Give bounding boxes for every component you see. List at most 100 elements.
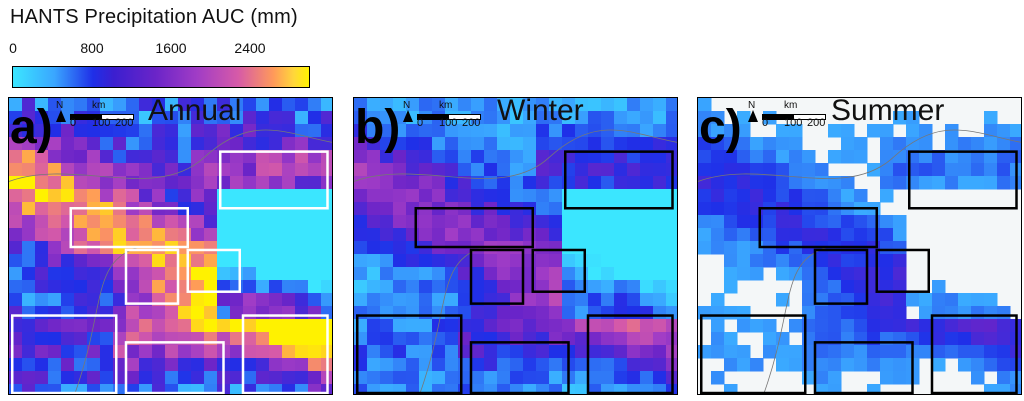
raster-cell xyxy=(549,267,563,281)
raster-cell xyxy=(74,267,88,281)
raster-cell xyxy=(575,319,589,333)
raster-cell xyxy=(282,163,296,177)
raster-cell xyxy=(269,111,283,125)
raster-cell xyxy=(256,293,270,307)
raster-cell xyxy=(536,306,550,320)
raster-cell xyxy=(139,189,153,203)
scale-tick-100: 100 xyxy=(784,117,803,129)
raster-cell xyxy=(35,202,49,216)
raster-cell xyxy=(1010,124,1021,138)
raster-cell xyxy=(191,241,205,255)
raster-cell xyxy=(471,124,485,138)
raster-cell xyxy=(510,384,524,394)
raster-cell xyxy=(48,150,62,164)
raster-cell xyxy=(204,306,218,320)
raster-cell xyxy=(497,228,511,242)
raster-cell xyxy=(48,319,62,333)
raster-cell xyxy=(367,215,381,229)
raster-cell xyxy=(789,150,803,164)
raster-cell xyxy=(419,176,433,190)
raster-cell xyxy=(737,163,751,177)
raster-cell xyxy=(958,332,972,346)
raster-cell xyxy=(536,319,550,333)
raster-cell xyxy=(549,241,563,255)
raster-cell xyxy=(419,293,433,307)
raster-cell xyxy=(354,111,368,125)
raster-cell xyxy=(152,98,166,112)
raster-cell xyxy=(393,176,407,190)
raster-cell xyxy=(432,150,446,164)
raster-cell xyxy=(932,293,946,307)
raster-cell xyxy=(737,319,751,333)
raster-cell xyxy=(380,241,394,255)
raster-cell xyxy=(588,176,602,190)
raster-cell xyxy=(308,384,322,394)
raster-cell xyxy=(984,384,998,394)
raster-cell xyxy=(828,124,842,138)
raster-cell xyxy=(87,137,101,151)
raster-cell xyxy=(945,332,959,346)
raster-cell xyxy=(471,215,485,229)
raster-cell xyxy=(971,371,985,385)
raster-cell xyxy=(48,345,62,359)
raster-cell xyxy=(256,254,270,268)
raster-cell xyxy=(230,267,244,281)
raster-cell xyxy=(841,306,855,320)
raster-cell xyxy=(204,358,218,372)
raster-cell xyxy=(87,176,101,190)
raster-cell xyxy=(126,371,140,385)
raster-cell xyxy=(295,384,309,394)
raster-cell xyxy=(87,306,101,320)
raster-cell xyxy=(724,202,738,216)
raster-cell xyxy=(282,267,296,281)
raster-cell xyxy=(126,267,140,281)
region-box xyxy=(908,150,1018,210)
raster-cell xyxy=(588,267,602,281)
raster-cell xyxy=(35,98,49,112)
raster-cell xyxy=(575,254,589,268)
raster-cell xyxy=(48,124,62,138)
raster-cell xyxy=(393,98,407,112)
raster-cell xyxy=(971,345,985,359)
raster-cell xyxy=(588,215,602,229)
raster-cell xyxy=(165,189,179,203)
raster-cell xyxy=(308,228,322,242)
raster-cell xyxy=(191,293,205,307)
raster-cell xyxy=(958,345,972,359)
raster-cell xyxy=(35,215,49,229)
raster-cell xyxy=(815,267,829,281)
raster-cell xyxy=(282,137,296,151)
raster-cell xyxy=(575,384,589,394)
raster-cell xyxy=(919,332,933,346)
raster-cell xyxy=(588,137,602,151)
raster-cell xyxy=(497,384,511,394)
raster-cell xyxy=(893,176,907,190)
raster-cell xyxy=(191,150,205,164)
raster-cell xyxy=(971,163,985,177)
raster-cell xyxy=(640,371,654,385)
raster-cell xyxy=(217,228,231,242)
raster-cell xyxy=(984,358,998,372)
raster-cell xyxy=(419,124,433,138)
raster-cell xyxy=(419,254,433,268)
raster-cell xyxy=(282,371,296,385)
raster-cell xyxy=(653,241,667,255)
raster-cell xyxy=(308,345,322,359)
raster-cell xyxy=(295,228,309,242)
raster-cell xyxy=(854,254,868,268)
raster-cell xyxy=(841,319,855,333)
raster-cell xyxy=(35,124,49,138)
raster-cell xyxy=(471,267,485,281)
raster-cell xyxy=(126,306,140,320)
raster-cell xyxy=(698,189,712,203)
raster-cell xyxy=(497,267,511,281)
raster-cell xyxy=(393,319,407,333)
raster-cell xyxy=(789,176,803,190)
raster-cell xyxy=(22,319,36,333)
raster-cell xyxy=(627,150,641,164)
raster-cell xyxy=(282,319,296,333)
raster-cell xyxy=(789,215,803,229)
raster-cell xyxy=(601,189,615,203)
raster-cell xyxy=(165,345,179,359)
raster-cell xyxy=(750,319,764,333)
